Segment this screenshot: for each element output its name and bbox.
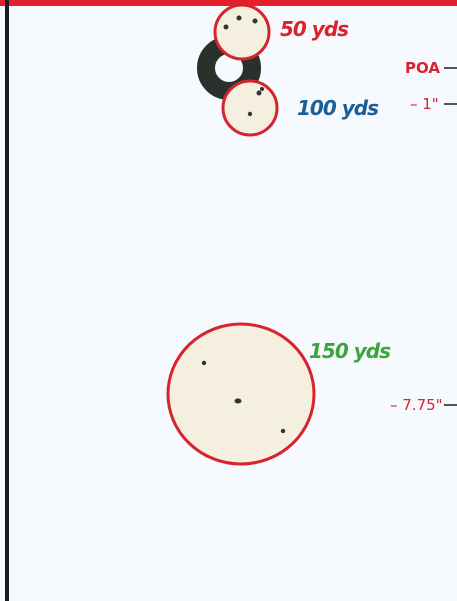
group-label: 100 yds — [297, 96, 379, 120]
marker-label: POA — [405, 59, 440, 77]
marker-label: – 7.75" — [390, 396, 443, 414]
shot-hole — [201, 360, 207, 366]
marker-label: – 1" — [410, 95, 439, 113]
group-50 — [213, 3, 271, 61]
left-edge — [5, 0, 9, 601]
group-label: 50 yds — [280, 17, 349, 41]
shot-hole — [223, 24, 229, 30]
shot-hole — [260, 87, 264, 91]
shot-hole — [252, 18, 258, 24]
group-150 — [166, 322, 316, 466]
shot-hole — [280, 428, 286, 434]
top-bar — [0, 0, 457, 6]
shot-hole — [247, 111, 253, 117]
shot-hole — [236, 15, 242, 21]
shot-hole — [234, 398, 242, 404]
shot-hole — [256, 90, 262, 96]
group-100 — [221, 79, 279, 137]
group-label: 150 yds — [309, 339, 391, 363]
